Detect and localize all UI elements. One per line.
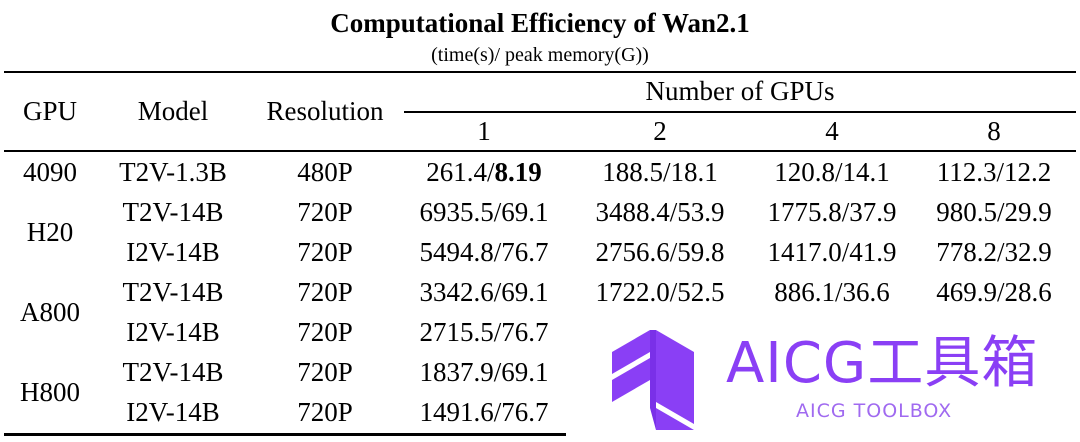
table-row-resolution: 480P: [297, 157, 353, 187]
table-row-gpu2: 3488.4/53.9: [595, 197, 725, 227]
table-row-gpu1: 1491.6/76.7: [419, 397, 549, 427]
table-row-gpu4: 1417.0/41.9: [767, 237, 897, 267]
table-row-resolution: 720P: [297, 357, 353, 387]
gpu-count-rule: [404, 111, 1076, 113]
gpu-label-h800: H800: [20, 377, 80, 407]
table-row-gpu2: 188.5/18.1: [602, 157, 718, 187]
header-bottom-rule: [4, 150, 1076, 152]
table-row-gpu8: 980.5/29.9: [936, 197, 1052, 227]
table-row-model: T2V-1.3B: [119, 157, 227, 187]
table-row-gpu2: 1722.0/52.5: [595, 277, 725, 307]
header-resolution: Resolution: [266, 96, 384, 126]
gpu1-peak-memory-best: 8.19: [494, 157, 542, 187]
table-row-gpu1: 261.4/8.19: [404, 155, 564, 189]
table-row-gpu2: 2756.6/59.8: [595, 237, 725, 267]
gpu-label-a800: A800: [20, 297, 80, 327]
table-row-gpu8: 778.2/32.9: [936, 237, 1052, 267]
table-row-model: T2V-14B: [122, 197, 224, 227]
table-row-model: T2V-14B: [122, 357, 224, 387]
gpu1-time: 261.4/: [426, 157, 495, 187]
table-row-gpu4: 886.1/36.6: [774, 277, 890, 307]
table-row-resolution: 720P: [297, 397, 353, 427]
aicg-logo-icon: [612, 330, 694, 430]
table-row-gpu8: 469.9/28.6: [936, 277, 1052, 307]
table-row-resolution: 720P: [297, 317, 353, 347]
header-model: Model: [137, 96, 209, 126]
table-row-gpu1: 2715.5/76.7: [419, 317, 549, 347]
table-row-gpu1: 6935.5/69.1: [419, 197, 549, 227]
watermark-sub: AICG TOOLBOX: [796, 400, 953, 422]
table-row-gpu8: 112.3/12.2: [936, 157, 1052, 187]
table-row-resolution: 720P: [297, 197, 353, 227]
header-gpu: GPU: [22, 96, 77, 126]
header-gpu-count-8: 8: [987, 116, 1001, 146]
gpu-label-h20: H20: [26, 217, 74, 247]
table-row-model: I2V-14B: [126, 317, 220, 347]
table-row-gpu1: 1837.9/69.1: [419, 357, 549, 387]
table-row-model: I2V-14B: [126, 237, 220, 267]
top-rule: [4, 71, 1076, 73]
table-row-gpu4: 120.8/14.1: [774, 157, 890, 187]
table-subtitle: (time(s)/ peak memory(G)): [431, 44, 649, 66]
table-row-gpu4: 1775.8/37.9: [767, 197, 897, 227]
table-row-resolution: 720P: [297, 237, 353, 267]
gpu-label-4090: 4090: [23, 157, 77, 187]
table-row-gpu1: 5494.8/76.7: [419, 237, 549, 267]
watermark: AICG工具箱 AICG TOOLBOX: [596, 318, 1066, 436]
watermark-label: AICG工具箱: [726, 331, 1039, 396]
table-row-gpu1: 3342.6/69.1: [419, 277, 549, 307]
table-title: Computational Efficiency of Wan2.1: [330, 8, 750, 38]
header-gpu-count-1: 1: [477, 116, 491, 146]
header-gpu-count-4: 4: [825, 116, 839, 146]
table-row-model: T2V-14B: [122, 277, 224, 307]
table-row-model: I2V-14B: [126, 397, 220, 427]
table-row-resolution: 720P: [297, 277, 353, 307]
header-number-of-gpus: Number of GPUs: [645, 76, 835, 106]
bottom-rule: [4, 433, 566, 436]
header-gpu-count-2: 2: [653, 116, 667, 146]
